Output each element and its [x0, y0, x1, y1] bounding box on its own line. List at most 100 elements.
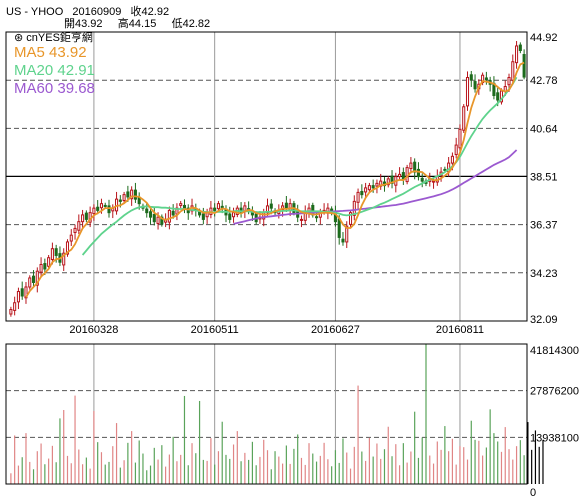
candle-body — [13, 302, 17, 311]
candle-body — [356, 191, 360, 203]
candle-body — [145, 208, 149, 214]
candle-body — [182, 204, 187, 209]
candle-body — [81, 214, 85, 223]
candle-body — [367, 185, 371, 191]
candle-body — [231, 212, 236, 218]
candle-body — [401, 172, 405, 180]
candle-body — [179, 203, 183, 206]
candle-body — [201, 213, 205, 220]
candle-body — [96, 206, 100, 211]
candle-body — [386, 178, 390, 186]
candle-body — [450, 155, 454, 164]
candle-body — [84, 212, 88, 220]
ma20-line — [81, 76, 518, 256]
candle-body — [352, 200, 356, 216]
legend-item-ma60: MA60 39.68 — [14, 80, 95, 97]
price-y-tick-label: 38.51 — [530, 171, 558, 183]
candle-body — [39, 263, 43, 273]
candle-body — [20, 288, 24, 297]
candle-body — [299, 218, 304, 221]
candle-body — [54, 248, 58, 256]
price-y-tick-label: 36.37 — [530, 220, 558, 232]
candle-body — [432, 180, 436, 183]
candle-body — [337, 218, 341, 238]
price-x-tick-label: 20160811 — [436, 324, 484, 336]
ma5-line — [25, 61, 525, 298]
candle-body — [133, 189, 137, 200]
candle-body — [496, 92, 500, 101]
candle-body — [216, 203, 220, 210]
candle-body — [371, 185, 375, 189]
candle-body — [360, 190, 364, 196]
candle-body — [443, 168, 447, 171]
candle-body — [62, 252, 66, 266]
legend-item-ma20: MA20 42.91 — [14, 62, 95, 79]
candle-body — [284, 202, 288, 209]
price-x-tick-label: 20160627 — [311, 324, 360, 336]
price-y-tick-label: 40.64 — [530, 123, 558, 135]
candle-body — [107, 205, 111, 214]
candle-body — [24, 286, 28, 299]
candle-body — [167, 209, 171, 223]
volume-y-tick-label: 0 — [530, 487, 536, 499]
candle-body — [50, 248, 54, 261]
candle-body — [348, 212, 353, 225]
candle-body — [416, 168, 420, 178]
volume-y-tick-label: 27876200 — [530, 386, 579, 398]
candle-body — [118, 199, 122, 202]
candle-body — [73, 227, 77, 233]
candle-body — [420, 177, 424, 182]
candle-body — [462, 106, 466, 131]
price-y-tick-label: 32.09 — [530, 314, 558, 326]
candle-body — [507, 77, 511, 86]
candle-body — [213, 207, 217, 211]
candle-body — [9, 309, 13, 315]
candle-body — [122, 194, 126, 201]
candle-body — [16, 290, 20, 303]
price-y-tick-label: 44.92 — [530, 32, 558, 44]
price-x-tick-label: 20160328 — [69, 324, 118, 336]
candle-body — [511, 61, 515, 81]
candle-body — [269, 203, 273, 209]
candle-body — [398, 173, 402, 178]
candle-body — [103, 204, 107, 207]
price-y-tick-label: 42.78 — [530, 75, 558, 87]
candle-body — [126, 191, 130, 198]
ticker-header-line2: 開43.92 高44.15 低42.82 — [64, 18, 211, 30]
candle-body — [160, 216, 164, 225]
candle-body — [28, 277, 32, 288]
candle-body — [77, 221, 81, 231]
candle-body — [148, 211, 153, 218]
candle-body — [469, 74, 473, 81]
candle-body — [152, 213, 156, 223]
price-x-tick-label: 20160511 — [191, 324, 239, 336]
candle-body — [99, 203, 103, 209]
candle-body — [409, 162, 413, 170]
candle-body — [375, 182, 379, 187]
candle-body — [228, 213, 232, 220]
candle-body — [364, 187, 368, 193]
volume-y-tick-label: 13938100 — [530, 432, 579, 444]
candle-body — [65, 241, 70, 255]
candle-body — [315, 216, 319, 219]
candle-body — [473, 81, 477, 90]
candle-body — [458, 128, 462, 149]
ticker-header-line1: US - YHOO 20160909 收42.92 — [6, 6, 170, 18]
legend-item-ma5: MA5 43.92 — [14, 44, 87, 61]
volume-panel-frame — [5, 343, 528, 485]
candle-body — [518, 44, 522, 51]
volume-y-tick-label: 41814300 — [530, 345, 579, 357]
candle-body — [35, 270, 39, 286]
candle-body — [130, 189, 134, 200]
candle-body — [31, 275, 36, 283]
price-y-tick-label: 34.23 — [530, 268, 558, 280]
candle-body — [156, 216, 160, 224]
candle-body — [345, 225, 349, 243]
candle-body — [515, 45, 519, 64]
candle-body — [47, 257, 51, 267]
price-panel-frame — [5, 31, 528, 322]
candle-body — [341, 238, 345, 243]
candle-body — [465, 77, 470, 107]
candle-body — [43, 263, 47, 270]
